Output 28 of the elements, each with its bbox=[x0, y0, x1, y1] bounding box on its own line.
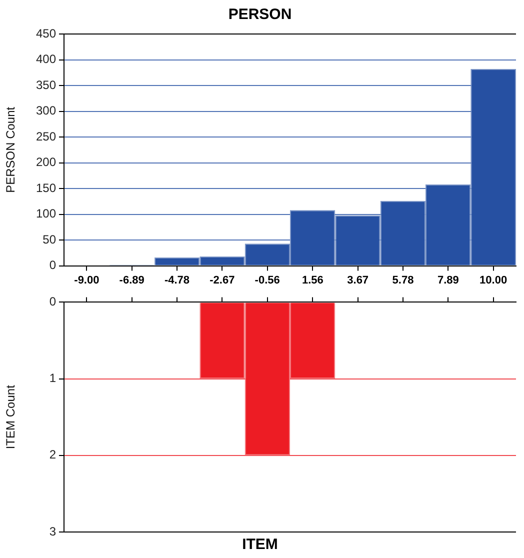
x-tick-label: -2.67 bbox=[210, 274, 235, 286]
y-tick-label: 3 bbox=[49, 524, 56, 538]
x-axis-title: ITEM bbox=[242, 536, 278, 554]
y-tick-label: 150 bbox=[36, 180, 56, 195]
y-tick-label: 2 bbox=[49, 448, 56, 462]
x-tick-label: 10.00 bbox=[480, 274, 508, 286]
y-tick-label: 200 bbox=[36, 155, 56, 170]
x-tick-label: 7.89 bbox=[437, 274, 459, 286]
x-tick-label: 3.67 bbox=[347, 274, 369, 286]
y-tick-label: 0 bbox=[49, 294, 56, 309]
x-tick-label: 5.78 bbox=[392, 274, 414, 286]
y-tick-label: 50 bbox=[42, 232, 56, 246]
x-tick-label: -4.78 bbox=[164, 274, 190, 286]
y-tick-label: 350 bbox=[36, 78, 56, 92]
x-tick-label: -0.56 bbox=[254, 274, 280, 286]
y-tick-label: 100 bbox=[36, 206, 56, 221]
y-tick-label: 300 bbox=[36, 104, 56, 118]
y-axis-title: ITEM Count bbox=[4, 384, 18, 450]
x-tick-label: -9.00 bbox=[74, 274, 100, 286]
chart-title: PERSON bbox=[228, 6, 292, 24]
y-tick-label: 250 bbox=[36, 129, 56, 144]
y-tick-label: 0 bbox=[49, 258, 56, 272]
y-tick-label: 450 bbox=[36, 26, 56, 40]
x-tick-label: 1.56 bbox=[302, 274, 324, 286]
y-axis-title: PERSON Count bbox=[4, 106, 18, 193]
y-tick-label: 400 bbox=[36, 52, 56, 66]
y-tick-label: 1 bbox=[49, 371, 56, 386]
x-tick-label: -6.89 bbox=[119, 274, 144, 286]
